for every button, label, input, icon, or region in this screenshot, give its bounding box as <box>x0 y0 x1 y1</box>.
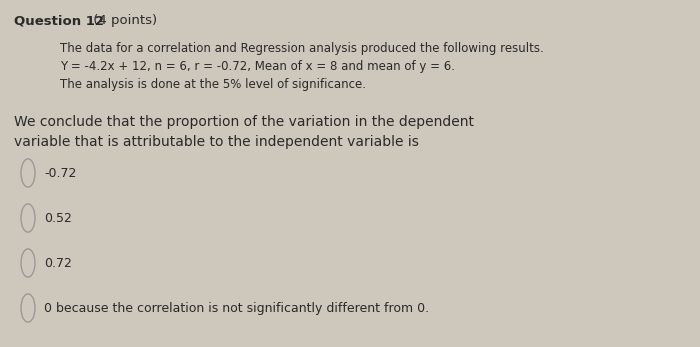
Text: -0.72: -0.72 <box>44 167 76 180</box>
Text: 0.72: 0.72 <box>44 257 72 270</box>
Text: 0.52: 0.52 <box>44 212 72 225</box>
Text: The analysis is done at the 5% level of significance.: The analysis is done at the 5% level of … <box>60 78 366 91</box>
Text: The data for a correlation and Regression analysis produced the following result: The data for a correlation and Regressio… <box>60 42 544 55</box>
Text: Question 12: Question 12 <box>14 14 104 27</box>
Text: variable that is attributable to the independent variable is: variable that is attributable to the ind… <box>14 135 419 149</box>
Text: We conclude that the proportion of the variation in the dependent: We conclude that the proportion of the v… <box>14 115 474 129</box>
Text: (4 points): (4 points) <box>89 14 157 27</box>
Text: 0 because the correlation is not significantly different from 0.: 0 because the correlation is not signifi… <box>44 302 429 315</box>
Text: Y = -4.2x + 12, n = 6, r = -0.72, Mean of x = 8 and mean of y = 6.: Y = -4.2x + 12, n = 6, r = -0.72, Mean o… <box>60 60 455 73</box>
